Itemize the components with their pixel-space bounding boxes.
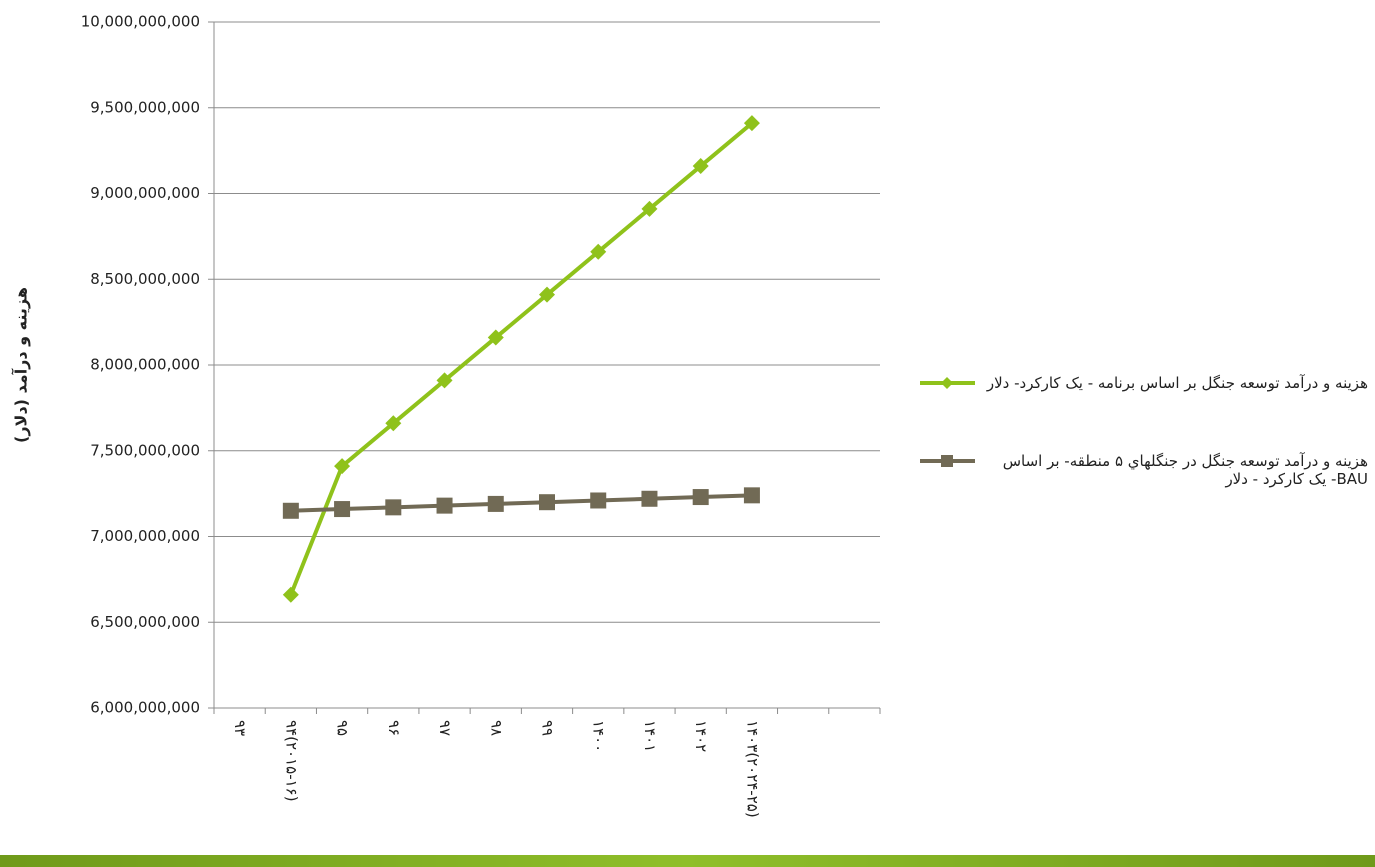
marker bbox=[743, 487, 760, 504]
series-line bbox=[288, 121, 754, 596]
series-line bbox=[290, 493, 752, 513]
x-tick-label: ۹۶ bbox=[385, 720, 403, 736]
legend-label: هزینه و درآمد توسعه جنگل در جنگلهاي ۵ من… bbox=[1002, 452, 1368, 488]
x-tick-label: ۹۷ bbox=[436, 720, 454, 736]
y-tick-label: 6,500,000,000 bbox=[90, 613, 200, 631]
marker bbox=[334, 501, 351, 518]
x-tick-label: ۱۴۰۱ bbox=[641, 720, 659, 752]
footer-bar bbox=[0, 855, 1375, 867]
marker bbox=[436, 372, 453, 389]
marker bbox=[436, 497, 453, 514]
x-tick-label: ۹۸ bbox=[487, 720, 505, 736]
y-tick-label: 8,500,000,000 bbox=[90, 270, 200, 288]
x-tick-label: ۹۳ bbox=[231, 720, 249, 736]
y-tick-label: 7,500,000,000 bbox=[90, 441, 200, 459]
x-tick-label: ۹۴(۲۰۱۵-۱۶) bbox=[282, 720, 300, 802]
y-tick-label: 9,000,000,000 bbox=[90, 184, 200, 202]
legend-label: هزینه و درآمد توسعه جنگل بر اساس برنامه … bbox=[986, 374, 1368, 392]
legend-marker bbox=[941, 377, 953, 389]
y-tick-label: 10,000,000,000 bbox=[81, 13, 200, 31]
marker bbox=[539, 494, 555, 511]
y-tick-label: 7,000,000,000 bbox=[90, 527, 200, 545]
marker bbox=[692, 489, 709, 506]
marker bbox=[282, 502, 299, 519]
marker bbox=[487, 495, 504, 512]
marker bbox=[385, 499, 402, 516]
marker bbox=[334, 458, 351, 475]
marker bbox=[487, 329, 504, 346]
marker bbox=[641, 490, 658, 507]
y-tick-label: 9,500,000,000 bbox=[90, 98, 200, 116]
marker bbox=[539, 286, 555, 303]
x-tick-label: ۹۵ bbox=[334, 720, 352, 736]
x-tick-label: ۹۹ bbox=[539, 720, 557, 736]
x-tick-label: ۱۴۰۲ bbox=[692, 720, 710, 752]
y-axis-label: هزینه و درآمد (دلار) bbox=[11, 287, 31, 443]
x-tick-label: ۱۴۰۰ bbox=[590, 720, 608, 752]
x-tick-label: ۱۴۰۳(۲۰۲۴-۲۵) bbox=[743, 720, 761, 818]
marker bbox=[385, 415, 402, 432]
y-tick-label: 8,000,000,000 bbox=[90, 356, 200, 374]
y-tick-label: 6,000,000,000 bbox=[90, 699, 200, 717]
marker bbox=[590, 243, 607, 260]
marker bbox=[692, 158, 709, 175]
marker bbox=[743, 115, 760, 132]
marker bbox=[282, 586, 299, 603]
legend-marker bbox=[941, 455, 953, 467]
marker bbox=[641, 200, 658, 217]
marker bbox=[590, 492, 607, 509]
